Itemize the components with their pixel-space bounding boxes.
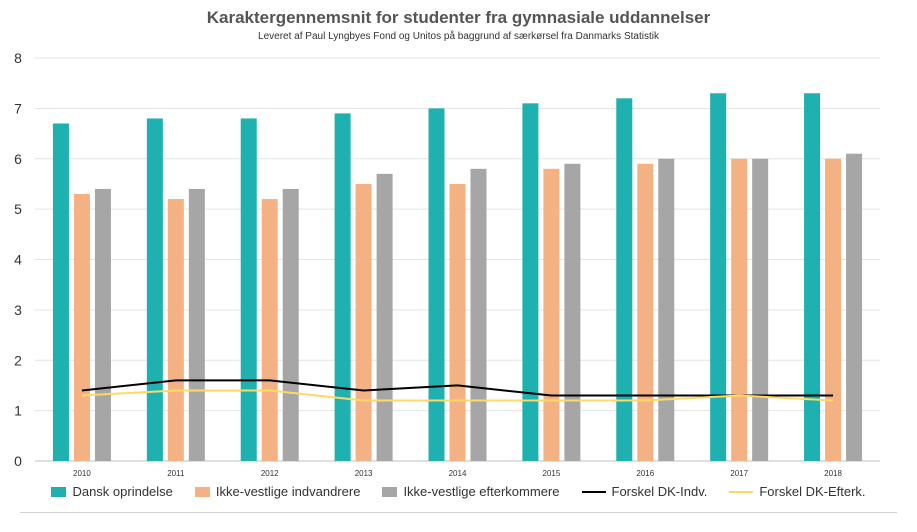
legend-swatch bbox=[382, 486, 398, 497]
bar bbox=[240, 118, 257, 461]
legend-swatch bbox=[581, 490, 606, 493]
bar bbox=[334, 113, 351, 461]
bar bbox=[470, 168, 487, 461]
bar bbox=[637, 163, 654, 461]
legend-label: Dansk oprindelse bbox=[72, 484, 173, 499]
bar bbox=[449, 183, 466, 461]
bar bbox=[94, 188, 111, 461]
y-tick-label: 8 bbox=[14, 50, 22, 66]
bar bbox=[261, 199, 278, 462]
series-line bbox=[81, 389, 834, 402]
x-tick-label: 2018 bbox=[824, 469, 842, 478]
bar bbox=[564, 163, 581, 461]
bar bbox=[658, 158, 675, 461]
series-line bbox=[81, 379, 834, 397]
bar bbox=[73, 194, 90, 461]
bar bbox=[167, 199, 184, 462]
y-tick-label: 5 bbox=[14, 201, 22, 217]
bar bbox=[52, 123, 69, 462]
bar bbox=[846, 153, 863, 461]
legend-swatch bbox=[729, 490, 754, 493]
y-tick-label: 7 bbox=[14, 100, 22, 116]
bar bbox=[804, 93, 821, 461]
bar bbox=[355, 183, 372, 461]
x-tick-label: 2017 bbox=[730, 469, 748, 478]
x-tick-label: 2016 bbox=[636, 469, 654, 478]
x-tick-label: 2014 bbox=[449, 469, 467, 478]
y-tick-label: 6 bbox=[14, 151, 22, 167]
legend-label: Forskel DK-Indv. bbox=[611, 484, 708, 499]
x-tick-label: 2012 bbox=[261, 469, 279, 478]
chart-legend: Dansk oprindelse Ikke-vestlige indvandrer… bbox=[0, 484, 917, 499]
x-tick-label: 2013 bbox=[355, 469, 373, 478]
bar bbox=[731, 158, 748, 461]
bar bbox=[188, 188, 205, 461]
legend-item: Ikke-vestlige indvandrere bbox=[194, 484, 361, 499]
chart-subtitle: Leveret af Paul Lyngbyes Fond og Unitos … bbox=[258, 31, 659, 42]
y-tick-label: 2 bbox=[14, 352, 22, 368]
legend-swatch bbox=[51, 486, 67, 497]
bar bbox=[428, 108, 445, 461]
y-tick-label: 0 bbox=[14, 453, 22, 469]
legend-label: Forskel DK-Efterk. bbox=[759, 484, 866, 499]
y-tick-label: 4 bbox=[14, 252, 22, 268]
bar bbox=[376, 173, 393, 462]
bar bbox=[710, 93, 727, 461]
bar bbox=[825, 158, 842, 461]
x-tick-label: 2010 bbox=[73, 469, 91, 478]
bar bbox=[616, 98, 633, 462]
y-tick-label: 1 bbox=[14, 403, 22, 419]
legend-item: Dansk oprindelse bbox=[51, 484, 173, 499]
chart-title: Karaktergennemsnit for studenter fra gym… bbox=[206, 8, 711, 27]
legend-swatch bbox=[194, 486, 210, 497]
x-tick-label: 2011 bbox=[167, 469, 185, 478]
legend-item: Forskel DK-Indv. bbox=[581, 484, 708, 499]
legend-item: Forskel DK-Efterk. bbox=[729, 484, 866, 499]
bar bbox=[146, 118, 163, 461]
x-tick-label: 2015 bbox=[542, 469, 560, 478]
y-tick-label: 3 bbox=[14, 302, 22, 318]
legend-label: Ikke-vestlige indvandrere bbox=[215, 484, 361, 499]
bar bbox=[522, 103, 539, 462]
bottom-divider bbox=[20, 512, 897, 513]
bar bbox=[543, 168, 560, 461]
legend-item: Ikke-vestlige efterkommere bbox=[382, 484, 560, 499]
bar bbox=[752, 158, 769, 461]
legend-label: Ikke-vestlige efterkommere bbox=[403, 484, 560, 499]
bar bbox=[282, 188, 299, 461]
